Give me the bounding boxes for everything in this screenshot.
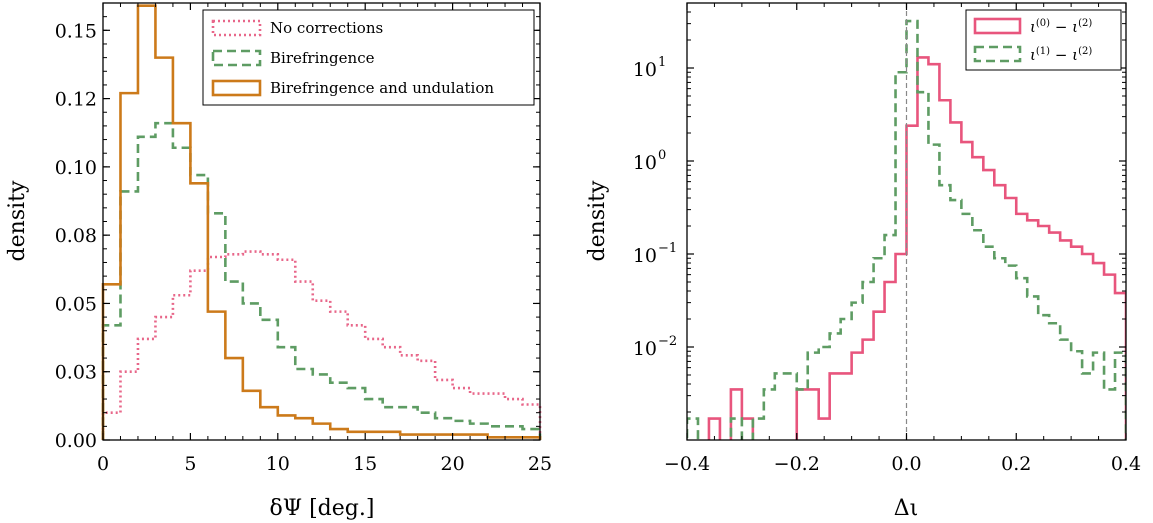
right-x-tick-label: 0.0 — [891, 453, 921, 475]
left-series-group — [101, 4, 542, 440]
right-legend-label: ι(0) − ι(2) — [1030, 18, 1092, 36]
left-x-tick-label: 15 — [353, 453, 377, 475]
left-x-tick-label: 25 — [528, 453, 552, 475]
left-y-tick-label: 0.08 — [55, 225, 97, 247]
left-y-tick-label: 0.10 — [55, 157, 97, 179]
left-x-tick-label: 20 — [441, 453, 465, 475]
left-legend-label: No corrections — [270, 19, 383, 37]
left-y-tick-label: 0.15 — [55, 20, 97, 42]
right-series-0-line — [707, 56, 1126, 440]
left-series-2-line — [101, 4, 542, 440]
right-y-tick-label: 10 — [633, 338, 657, 360]
right-x-tick-label: 0.2 — [1001, 453, 1031, 475]
left-x-axis-title: δΨ [deg.] — [270, 496, 375, 521]
left-x-tick-label: 10 — [266, 453, 290, 475]
right-y-tick-label: 10 — [633, 245, 657, 267]
right-y-tick-label: 10 — [633, 59, 657, 81]
right-legend: ι(0) − ι(2) ι(1) − ι(2) — [965, 9, 1122, 71]
left-legend: No corrections Birefringence Birefringence… — [202, 9, 535, 106]
left-legend-label: Birefringence and undulation — [270, 79, 494, 97]
left-series-0-line — [101, 250, 542, 440]
left-y-tick-label: 0.05 — [55, 293, 97, 315]
left-legend-swatch — [211, 79, 262, 97]
left-legend-swatch — [211, 19, 262, 37]
left-y-axis-title: density — [5, 180, 30, 261]
left-y-tick-label: 0.00 — [55, 430, 97, 452]
left-histogram-chart: 0 5 10 15 20 25 0.00 0.03 0.05 0.08 0.10 0.12 0.15 δ… — [5, 2, 552, 521]
left-tick-group: 0 5 10 15 20 25 0.00 0.03 0.05 0.08 0.10 0.12 0.15 — [55, 3, 552, 475]
right-y-tick-exponent: 0 — [658, 148, 666, 163]
right-series-1-line — [687, 19, 1126, 440]
left-y-tick-label: 0.03 — [55, 362, 97, 384]
left-legend-swatch — [211, 49, 262, 67]
right-series-group — [687, 19, 1126, 440]
left-y-tick-label: 0.12 — [55, 89, 97, 111]
left-series-1-line — [101, 121, 542, 440]
right-x-axis-title: Δι — [894, 496, 919, 521]
right-legend-swatch — [973, 17, 1022, 35]
right-y-tick-exponent: −2 — [658, 334, 677, 349]
right-x-tick-label: −0.4 — [664, 453, 710, 475]
right-y-tick-exponent: −1 — [658, 241, 677, 256]
right-x-tick-label: −0.2 — [774, 453, 820, 475]
right-y-axis-title: density — [585, 180, 610, 261]
left-legend-label: Birefringence — [270, 49, 375, 67]
right-y-tick-label: 10 — [633, 152, 657, 174]
right-legend-label: ι(1) − ι(2) — [1030, 46, 1092, 64]
left-x-tick-label: 5 — [184, 453, 196, 475]
right-y-tick-exponent: 1 — [658, 55, 666, 70]
left-x-tick-label: 0 — [97, 453, 109, 475]
left-legend-box — [202, 9, 535, 106]
right-legend-swatch — [973, 45, 1022, 63]
right-x-tick-label: 0.4 — [1111, 453, 1141, 475]
